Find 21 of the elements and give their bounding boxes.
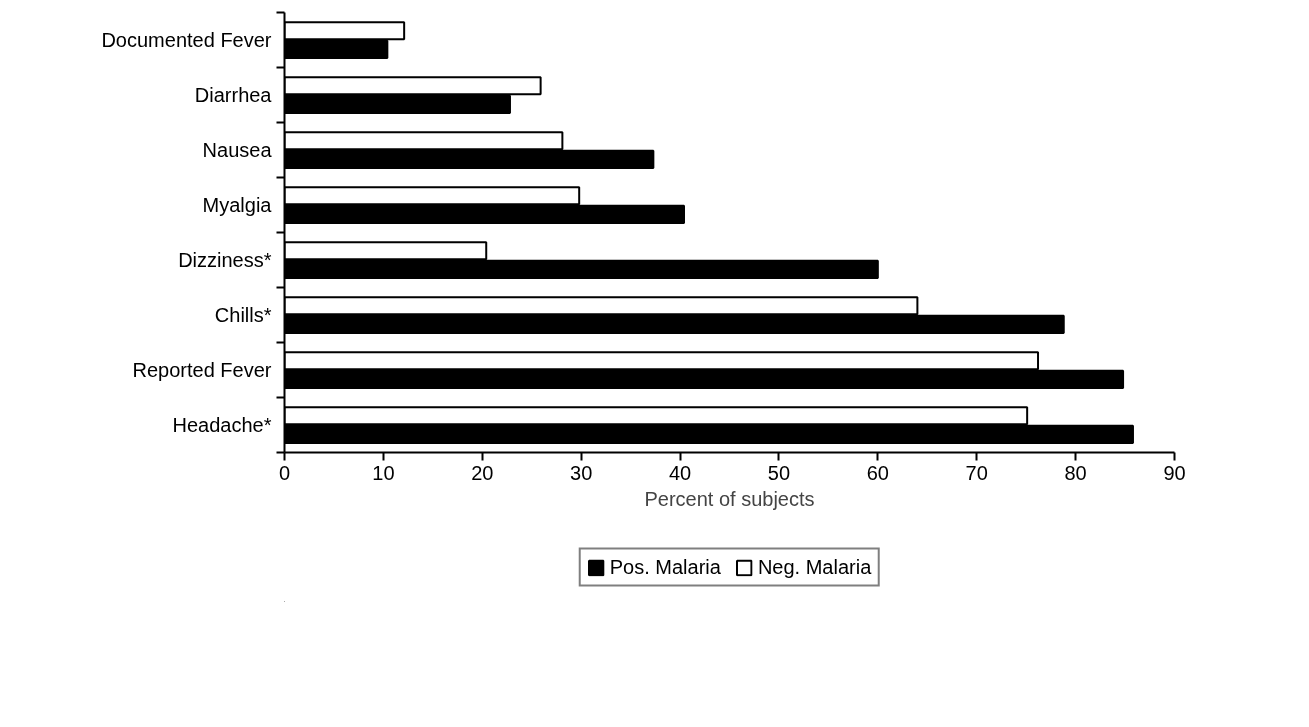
x-tick-label: 90 [1163,461,1186,484]
y-tick-label: Reported Fever [132,359,272,381]
x-tick-label: 30 [570,461,593,484]
y-tick-label: Nausea [202,139,273,161]
y-tick-label: Diarrhea [194,84,273,106]
x-tick-label: 20 [471,461,494,484]
y-tick-label: Dizziness* [178,249,272,271]
y-tick-label: Chills* [214,304,272,326]
legend-label: Neg. Malaria [757,555,872,579]
x-tick-label: 70 [965,461,988,484]
x-tick-label: 50 [767,461,791,484]
y-tick-label: Headache* [172,414,272,436]
x-tick-label: 40 [668,461,692,484]
x-axis-title: Percent of subjects [644,487,815,510]
legend-label: Pos. Malaria [609,555,721,579]
x-tick-label: 80 [1064,461,1087,484]
x-tick-label: 10 [372,461,395,484]
y-tick-label: Documented Fever [101,29,272,51]
y-tick-label: Myalgia [202,194,273,216]
x-tick-label: 0 [278,461,291,484]
x-tick-label: 60 [866,461,889,484]
